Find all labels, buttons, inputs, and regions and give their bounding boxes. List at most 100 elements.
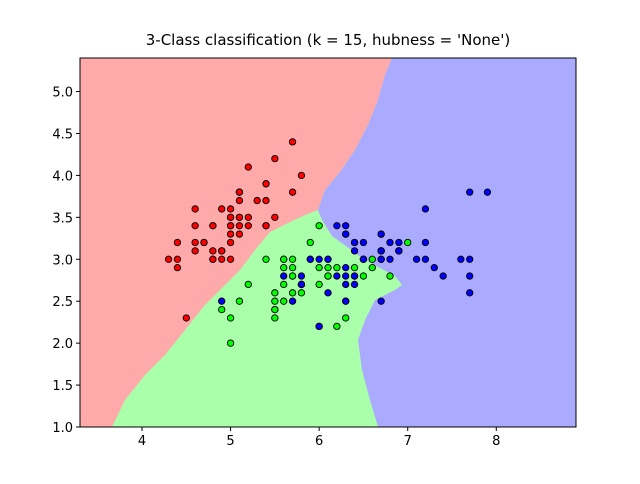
point (244, 213, 252, 221)
y-tick-label: 2.0 (52, 337, 73, 352)
point (333, 264, 341, 272)
y-tick-label: 3.0 (52, 253, 73, 268)
point (439, 272, 447, 280)
y-tick-label: 1.5 (52, 379, 73, 394)
point (412, 255, 421, 263)
y-tick-label: 5.0 (52, 86, 73, 101)
point (315, 322, 323, 331)
point (350, 272, 359, 280)
point (386, 255, 394, 263)
point (315, 255, 323, 263)
point (333, 222, 341, 230)
point (191, 238, 199, 247)
point (377, 297, 385, 305)
point (244, 280, 252, 289)
y-tick-label: 4.5 (52, 127, 73, 142)
point (350, 264, 359, 272)
point (253, 196, 261, 205)
point (368, 264, 376, 272)
point (342, 280, 350, 289)
point (386, 272, 394, 280)
point (421, 238, 430, 247)
decision-regions (80, 58, 576, 427)
y-tick-label: 2.5 (52, 295, 73, 310)
point (297, 171, 306, 180)
point (226, 314, 235, 322)
y-tick-label: 4.0 (52, 169, 73, 184)
chart-title: 3-Class classification (k = 15, hubness … (146, 31, 510, 49)
point (350, 280, 359, 289)
point (377, 247, 385, 255)
point (235, 188, 244, 196)
point (324, 264, 332, 272)
point (271, 289, 279, 297)
point (342, 222, 350, 230)
point (288, 188, 297, 196)
point (280, 272, 288, 280)
point (333, 272, 341, 280)
point (226, 205, 235, 213)
point (173, 255, 182, 263)
point (235, 213, 244, 221)
point (324, 289, 332, 297)
x-tick-label: 6 (315, 434, 323, 449)
point (182, 314, 190, 322)
point (342, 314, 350, 322)
point (377, 230, 385, 238)
point (324, 272, 332, 280)
point (466, 255, 474, 263)
point (173, 264, 182, 272)
point (191, 222, 199, 230)
x-tick-label: 8 (492, 434, 500, 449)
point (235, 230, 244, 238)
point (359, 272, 368, 280)
point (288, 264, 297, 272)
point (226, 255, 235, 263)
point (288, 297, 297, 305)
point (262, 196, 270, 205)
plot-frame (79, 57, 577, 428)
point (226, 230, 235, 238)
point (342, 272, 350, 280)
point (377, 255, 385, 263)
point (288, 272, 297, 280)
points (164, 138, 492, 347)
point (288, 289, 297, 297)
point (315, 222, 323, 230)
point (288, 138, 297, 146)
x-tick-label: 4 (138, 434, 146, 449)
point (218, 305, 226, 314)
point (218, 297, 226, 305)
point (342, 297, 350, 305)
point (342, 230, 350, 238)
point (430, 264, 438, 272)
point (350, 247, 359, 255)
point (280, 264, 288, 272)
point (483, 188, 492, 196)
point (218, 255, 226, 263)
point (262, 222, 270, 230)
point (421, 255, 430, 263)
point (164, 255, 173, 263)
x-tick-label: 7 (404, 434, 412, 449)
point (209, 222, 217, 230)
point (306, 255, 314, 263)
point (262, 180, 270, 188)
point (226, 339, 235, 347)
point (271, 297, 279, 305)
point (359, 238, 368, 247)
point (350, 238, 359, 247)
point (191, 205, 199, 213)
y-tick-label: 3.5 (52, 211, 73, 226)
point (359, 255, 368, 263)
point (235, 297, 244, 305)
point (209, 255, 217, 263)
point (271, 213, 279, 221)
point (466, 272, 474, 280)
region-blue (318, 58, 576, 427)
point (466, 188, 474, 196)
point (333, 322, 341, 331)
point (235, 222, 244, 230)
point (226, 213, 235, 221)
